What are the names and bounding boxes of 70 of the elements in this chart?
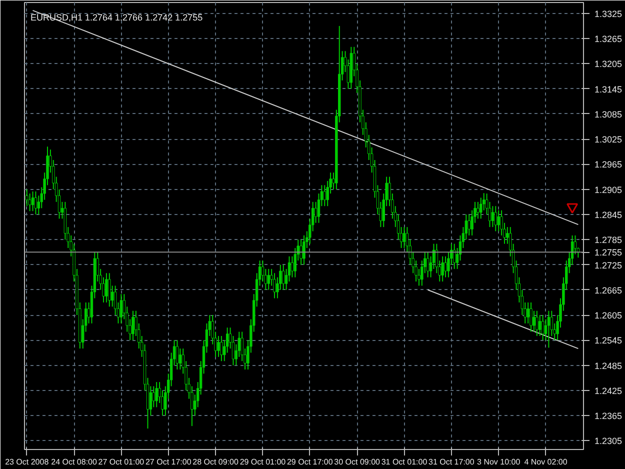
x-tick-label: 29 Oct 17:00 — [286, 458, 334, 466]
y-tick-label: 1.2845 — [594, 210, 622, 220]
candlestick — [323, 184, 326, 207]
candlestick — [267, 268, 270, 290]
y-tick-label: 1.2425 — [594, 386, 622, 396]
candlestick — [34, 190, 38, 215]
candlestick — [497, 210, 500, 232]
candlestick — [302, 234, 306, 266]
candlestick — [453, 243, 456, 270]
candlestick — [132, 310, 134, 341]
y-tick-label: 1.2965 — [594, 160, 622, 170]
y-tick-label: 1.2785 — [594, 235, 622, 246]
y-tick-label: 1.2605 — [594, 310, 622, 321]
candlestick — [290, 256, 294, 278]
y-tick-label: 1.3265 — [594, 34, 622, 44]
y-tick-label: 1.2665 — [594, 285, 622, 296]
candlestick — [31, 190, 34, 212]
ref-line-label: 1.2755 — [594, 248, 622, 258]
y-tick-label: 1.3025 — [594, 134, 622, 145]
y-tick-label: 1.3205 — [594, 59, 622, 70]
x-tick-label: 31 Oct 01:00 — [381, 458, 428, 466]
candlestick — [108, 272, 111, 308]
candlestick — [155, 382, 158, 408]
candlestick — [536, 310, 538, 336]
candlestick — [468, 214, 470, 236]
candlestick — [217, 335, 220, 358]
candlestick — [152, 386, 155, 408]
candlestick — [178, 348, 182, 370]
x-tick-label: 27 Oct 01:00 — [98, 458, 145, 466]
candlestick — [526, 302, 530, 324]
candlestick — [480, 197, 482, 220]
candlestick — [491, 206, 494, 228]
x-tick-label: 30 Oct 09:00 — [334, 458, 381, 466]
x-tick-label: 3 Nov 10:00 — [477, 458, 521, 466]
y-tick-label: 1.3085 — [594, 109, 622, 120]
candlestick — [532, 310, 536, 332]
x-tick-label: 23 Oct 2008 — [5, 458, 50, 466]
candlestick — [176, 340, 179, 370]
candlestick — [402, 226, 406, 248]
y-tick-label: 1.2905 — [594, 184, 622, 195]
candlestick — [220, 335, 223, 362]
candlestick — [149, 386, 152, 416]
x-tick-label: 29 Oct 01:00 — [240, 458, 286, 466]
x-tick-label: 31 Oct 17:00 — [428, 458, 475, 466]
candlestick — [273, 272, 276, 299]
candlestick — [547, 310, 550, 348]
candlestick — [300, 239, 302, 266]
candlestick — [441, 256, 444, 282]
y-tick-label: 1.2305 — [594, 436, 622, 446]
candlestick — [120, 294, 123, 324]
candlestick — [444, 256, 447, 278]
candlestick — [28, 193, 32, 212]
candlestick — [476, 201, 480, 220]
y-tick-label: 1.2725 — [594, 260, 622, 270]
candlestick — [530, 302, 532, 332]
y-tick-label: 1.3145 — [594, 84, 622, 94]
candlestick — [426, 252, 430, 278]
candlestick — [494, 206, 497, 232]
y-tick-label: 1.2365 — [594, 411, 622, 422]
x-tick-label: 28 Oct 09:00 — [192, 458, 240, 466]
x-tick-label: 24 Oct 08:00 — [51, 458, 98, 466]
y-tick-label: 1.3325 — [594, 8, 622, 19]
candlestick — [538, 314, 542, 336]
candlestick — [282, 264, 285, 290]
candlestick — [105, 272, 108, 303]
y-tick-label: 1.2485 — [594, 360, 622, 371]
x-tick-label: 27 Oct 17:00 — [145, 458, 192, 466]
x-tick-label: 4 Nov 02:00 — [524, 458, 568, 466]
candlestick — [541, 314, 544, 341]
y-tick-label: 1.2545 — [594, 336, 622, 346]
